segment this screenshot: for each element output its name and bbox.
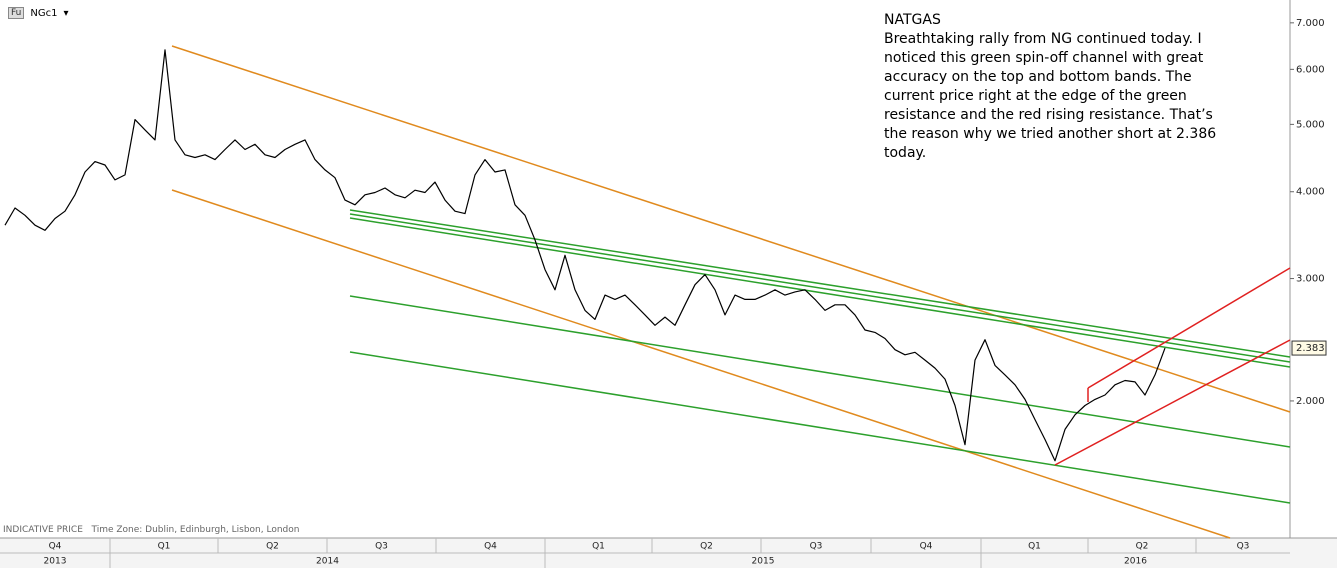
quarter-label: Q2 xyxy=(1136,542,1149,552)
trend-lines xyxy=(171,45,1291,539)
green-trend xyxy=(349,351,1291,504)
dropdown-arrow[interactable]: ▾ xyxy=(63,7,69,19)
annotation-text: Breathtaking rally from NG continued tod… xyxy=(884,30,1244,163)
y-tick-label: 3.000 xyxy=(1296,274,1325,285)
green-trend xyxy=(349,209,1291,358)
annotation-line: accuracy on the top and bottom bands. Th… xyxy=(884,69,1192,85)
y-tick-label: 7.000 xyxy=(1296,18,1325,29)
y-tick-label: 2.000 xyxy=(1296,396,1325,407)
quarter-label: Q4 xyxy=(920,542,933,552)
red-trend xyxy=(1054,339,1291,466)
indicative-label: INDICATIVE PRICE xyxy=(3,525,83,535)
footer: INDICATIVE PRICE Time Zone: Dublin, Edin… xyxy=(3,525,299,535)
green-trend xyxy=(349,295,1291,448)
quarter-label: Q3 xyxy=(810,542,823,552)
y-tick-label: 4.000 xyxy=(1296,187,1325,198)
plot-area xyxy=(4,49,1166,462)
green-trend xyxy=(349,217,1291,368)
price-tag-box xyxy=(1291,340,1327,356)
symbol-selector[interactable]: NGc1 xyxy=(30,7,58,19)
annotation-line: current price right at the edge of the g… xyxy=(884,88,1187,104)
orange-trend xyxy=(171,45,1291,413)
y-tick-label: 5.000 xyxy=(1296,119,1325,130)
annotation-line: the reason why we tried another short at… xyxy=(884,126,1217,142)
time-zone: Time Zone: Dublin, Edinburgh, Lisbon, Lo… xyxy=(91,525,300,535)
annotation-line: Breathtaking rally from NG continued tod… xyxy=(884,31,1202,47)
quarter-label: Q1 xyxy=(158,542,171,552)
quarter-label: Q2 xyxy=(266,542,279,552)
year-label: 2015 xyxy=(752,557,775,567)
quarter-label: Q3 xyxy=(375,542,388,552)
year-label: 2013 xyxy=(44,557,67,567)
price-tag-label: 2.383 xyxy=(1296,343,1325,354)
annotation-title: NATGAS xyxy=(884,12,941,28)
quarter-label: Q2 xyxy=(700,542,713,552)
year-label: 2014 xyxy=(316,557,339,567)
year-label: 2016 xyxy=(1124,557,1147,567)
annotation-line: today. xyxy=(884,145,927,161)
instrument-icon[interactable]: Fu xyxy=(8,7,25,19)
red-trend xyxy=(1087,267,1291,389)
y-axis-strip xyxy=(1290,0,1337,538)
annotation-line: resistance and the red rising resistance… xyxy=(884,107,1213,123)
annotation-line: noticed this green spin-off channel with… xyxy=(884,50,1204,66)
annotation: NATGAS Breathtaking rally from NG contin… xyxy=(884,11,1244,163)
green-trend xyxy=(349,213,1291,363)
quarter-label: Q1 xyxy=(592,542,605,552)
quarter-label: Q1 xyxy=(1028,542,1041,552)
y-tick-label: 6.000 xyxy=(1296,64,1325,75)
quarter-label: Q4 xyxy=(49,542,62,552)
quarter-label: Q4 xyxy=(484,542,497,552)
quarter-label: Q3 xyxy=(1237,542,1250,552)
orange-trend xyxy=(171,189,1231,539)
toolbar: Fu NGc1 ▾ xyxy=(8,7,69,19)
price-line xyxy=(4,49,1166,462)
